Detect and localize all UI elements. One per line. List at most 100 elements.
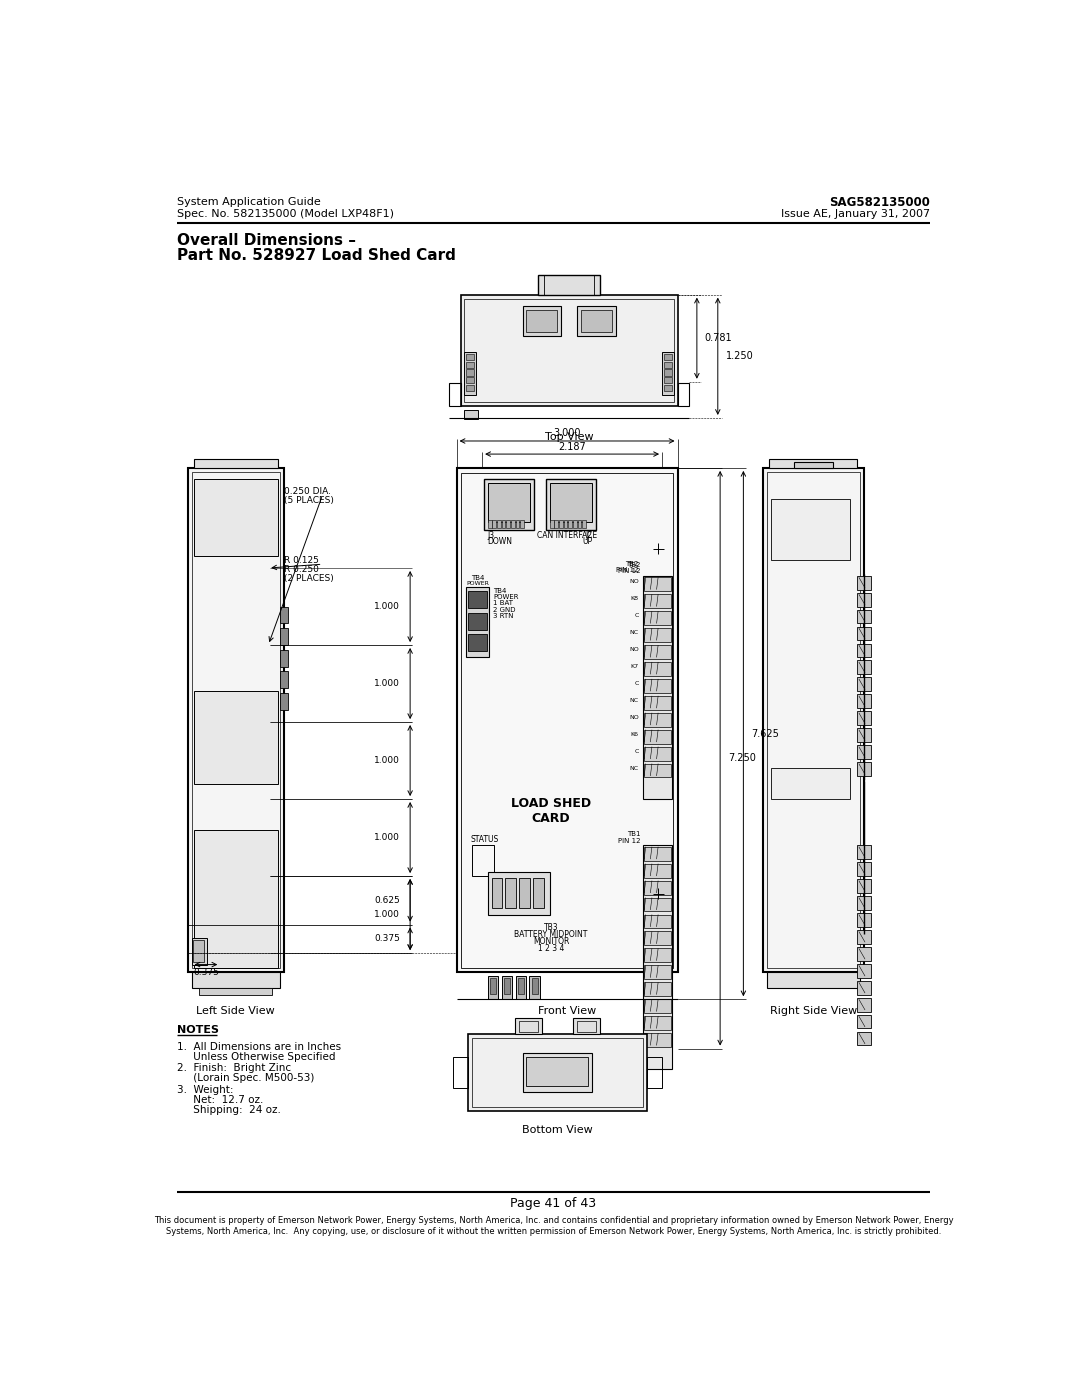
- Text: CAN INTERFACE: CAN INTERFACE: [537, 531, 597, 541]
- Bar: [644, 610, 671, 624]
- Text: 7.250: 7.250: [728, 753, 756, 763]
- Bar: [488, 977, 499, 999]
- Bar: [858, 981, 872, 995]
- Text: 0.375: 0.375: [193, 968, 219, 977]
- Bar: [515, 520, 519, 528]
- Bar: [858, 895, 872, 909]
- Bar: [858, 763, 872, 775]
- Text: 2.  Finish:  Bright Zinc: 2. Finish: Bright Zinc: [177, 1063, 291, 1073]
- Text: 1.000: 1.000: [374, 833, 400, 842]
- Bar: [643, 576, 672, 799]
- Bar: [770, 499, 850, 560]
- Bar: [191, 472, 280, 968]
- Bar: [472, 845, 494, 876]
- Text: SAG582135000: SAG582135000: [829, 196, 930, 208]
- Bar: [858, 627, 872, 640]
- Text: TB1: TB1: [626, 831, 640, 837]
- Text: Shipping:  24 oz.: Shipping: 24 oz.: [177, 1105, 281, 1115]
- Text: Right Side View: Right Side View: [769, 1006, 856, 1016]
- Text: PIN 12: PIN 12: [618, 838, 640, 844]
- Bar: [858, 964, 872, 978]
- Text: UP: UP: [582, 538, 592, 546]
- Text: STATUS: STATUS: [471, 834, 499, 844]
- Bar: [194, 830, 278, 968]
- Bar: [526, 310, 557, 331]
- Circle shape: [507, 888, 515, 897]
- Bar: [767, 972, 860, 988]
- Bar: [663, 384, 672, 391]
- Bar: [464, 411, 478, 419]
- Text: C: C: [634, 682, 638, 686]
- Text: 3 RTN: 3 RTN: [494, 613, 514, 619]
- Text: J2: J2: [585, 531, 592, 541]
- Text: POWER: POWER: [467, 581, 489, 585]
- Bar: [501, 520, 505, 528]
- Bar: [194, 458, 278, 468]
- Text: TB4: TB4: [494, 588, 507, 594]
- Bar: [858, 711, 872, 725]
- Text: Net:  12.7 oz.: Net: 12.7 oz.: [177, 1095, 264, 1105]
- Bar: [453, 1058, 469, 1088]
- Text: NC: NC: [630, 766, 638, 771]
- Bar: [644, 898, 671, 911]
- Bar: [858, 914, 872, 926]
- Bar: [200, 988, 272, 996]
- Text: C: C: [634, 613, 638, 619]
- Circle shape: [532, 1065, 548, 1080]
- Bar: [461, 472, 673, 968]
- Bar: [858, 1031, 872, 1045]
- Bar: [492, 520, 496, 528]
- Text: K6: K6: [631, 732, 638, 736]
- Text: TB3: TB3: [544, 923, 558, 932]
- Bar: [457, 468, 677, 972]
- Bar: [191, 937, 207, 964]
- Bar: [193, 940, 204, 961]
- Text: R 0.125: R 0.125: [284, 556, 319, 564]
- Text: Top View: Top View: [544, 432, 593, 441]
- Bar: [472, 1038, 643, 1106]
- Bar: [762, 468, 864, 972]
- Bar: [663, 377, 672, 383]
- Text: Spec. No. 582135000 (Model LXP48F1): Spec. No. 582135000 (Model LXP48F1): [177, 208, 394, 219]
- Bar: [490, 978, 496, 993]
- Text: NOTES: NOTES: [177, 1024, 219, 1035]
- Bar: [194, 479, 278, 556]
- Text: 1 2 3 4: 1 2 3 4: [538, 944, 565, 953]
- Bar: [644, 1016, 671, 1030]
- Bar: [497, 520, 501, 528]
- Bar: [858, 678, 872, 692]
- Bar: [491, 879, 502, 908]
- Bar: [538, 275, 600, 295]
- Bar: [858, 661, 872, 675]
- Text: Left Side View: Left Side View: [197, 1006, 275, 1016]
- Bar: [507, 520, 510, 528]
- Bar: [465, 587, 489, 657]
- Text: NO: NO: [629, 647, 638, 652]
- Text: System Application Guide: System Application Guide: [177, 197, 321, 207]
- Bar: [663, 369, 672, 376]
- Bar: [465, 384, 474, 391]
- Bar: [858, 862, 872, 876]
- Circle shape: [472, 616, 483, 627]
- Bar: [515, 1018, 542, 1034]
- Bar: [280, 693, 287, 710]
- Bar: [644, 729, 671, 743]
- Text: K7: K7: [631, 664, 638, 669]
- Text: K8: K8: [631, 597, 638, 601]
- Bar: [767, 472, 860, 968]
- Bar: [465, 369, 474, 376]
- Bar: [464, 299, 674, 402]
- Text: LOAD SHED
CARD: LOAD SHED CARD: [511, 796, 591, 824]
- Text: 2.187: 2.187: [558, 441, 586, 453]
- Bar: [505, 879, 516, 908]
- Bar: [511, 520, 515, 528]
- Bar: [523, 1053, 592, 1091]
- Bar: [644, 915, 671, 929]
- Text: 1.  All Dimensions are in Inches: 1. All Dimensions are in Inches: [177, 1042, 341, 1052]
- Bar: [518, 1021, 538, 1031]
- Bar: [858, 845, 872, 859]
- Bar: [858, 728, 872, 742]
- Bar: [644, 629, 671, 643]
- Bar: [488, 520, 491, 528]
- Bar: [559, 520, 563, 528]
